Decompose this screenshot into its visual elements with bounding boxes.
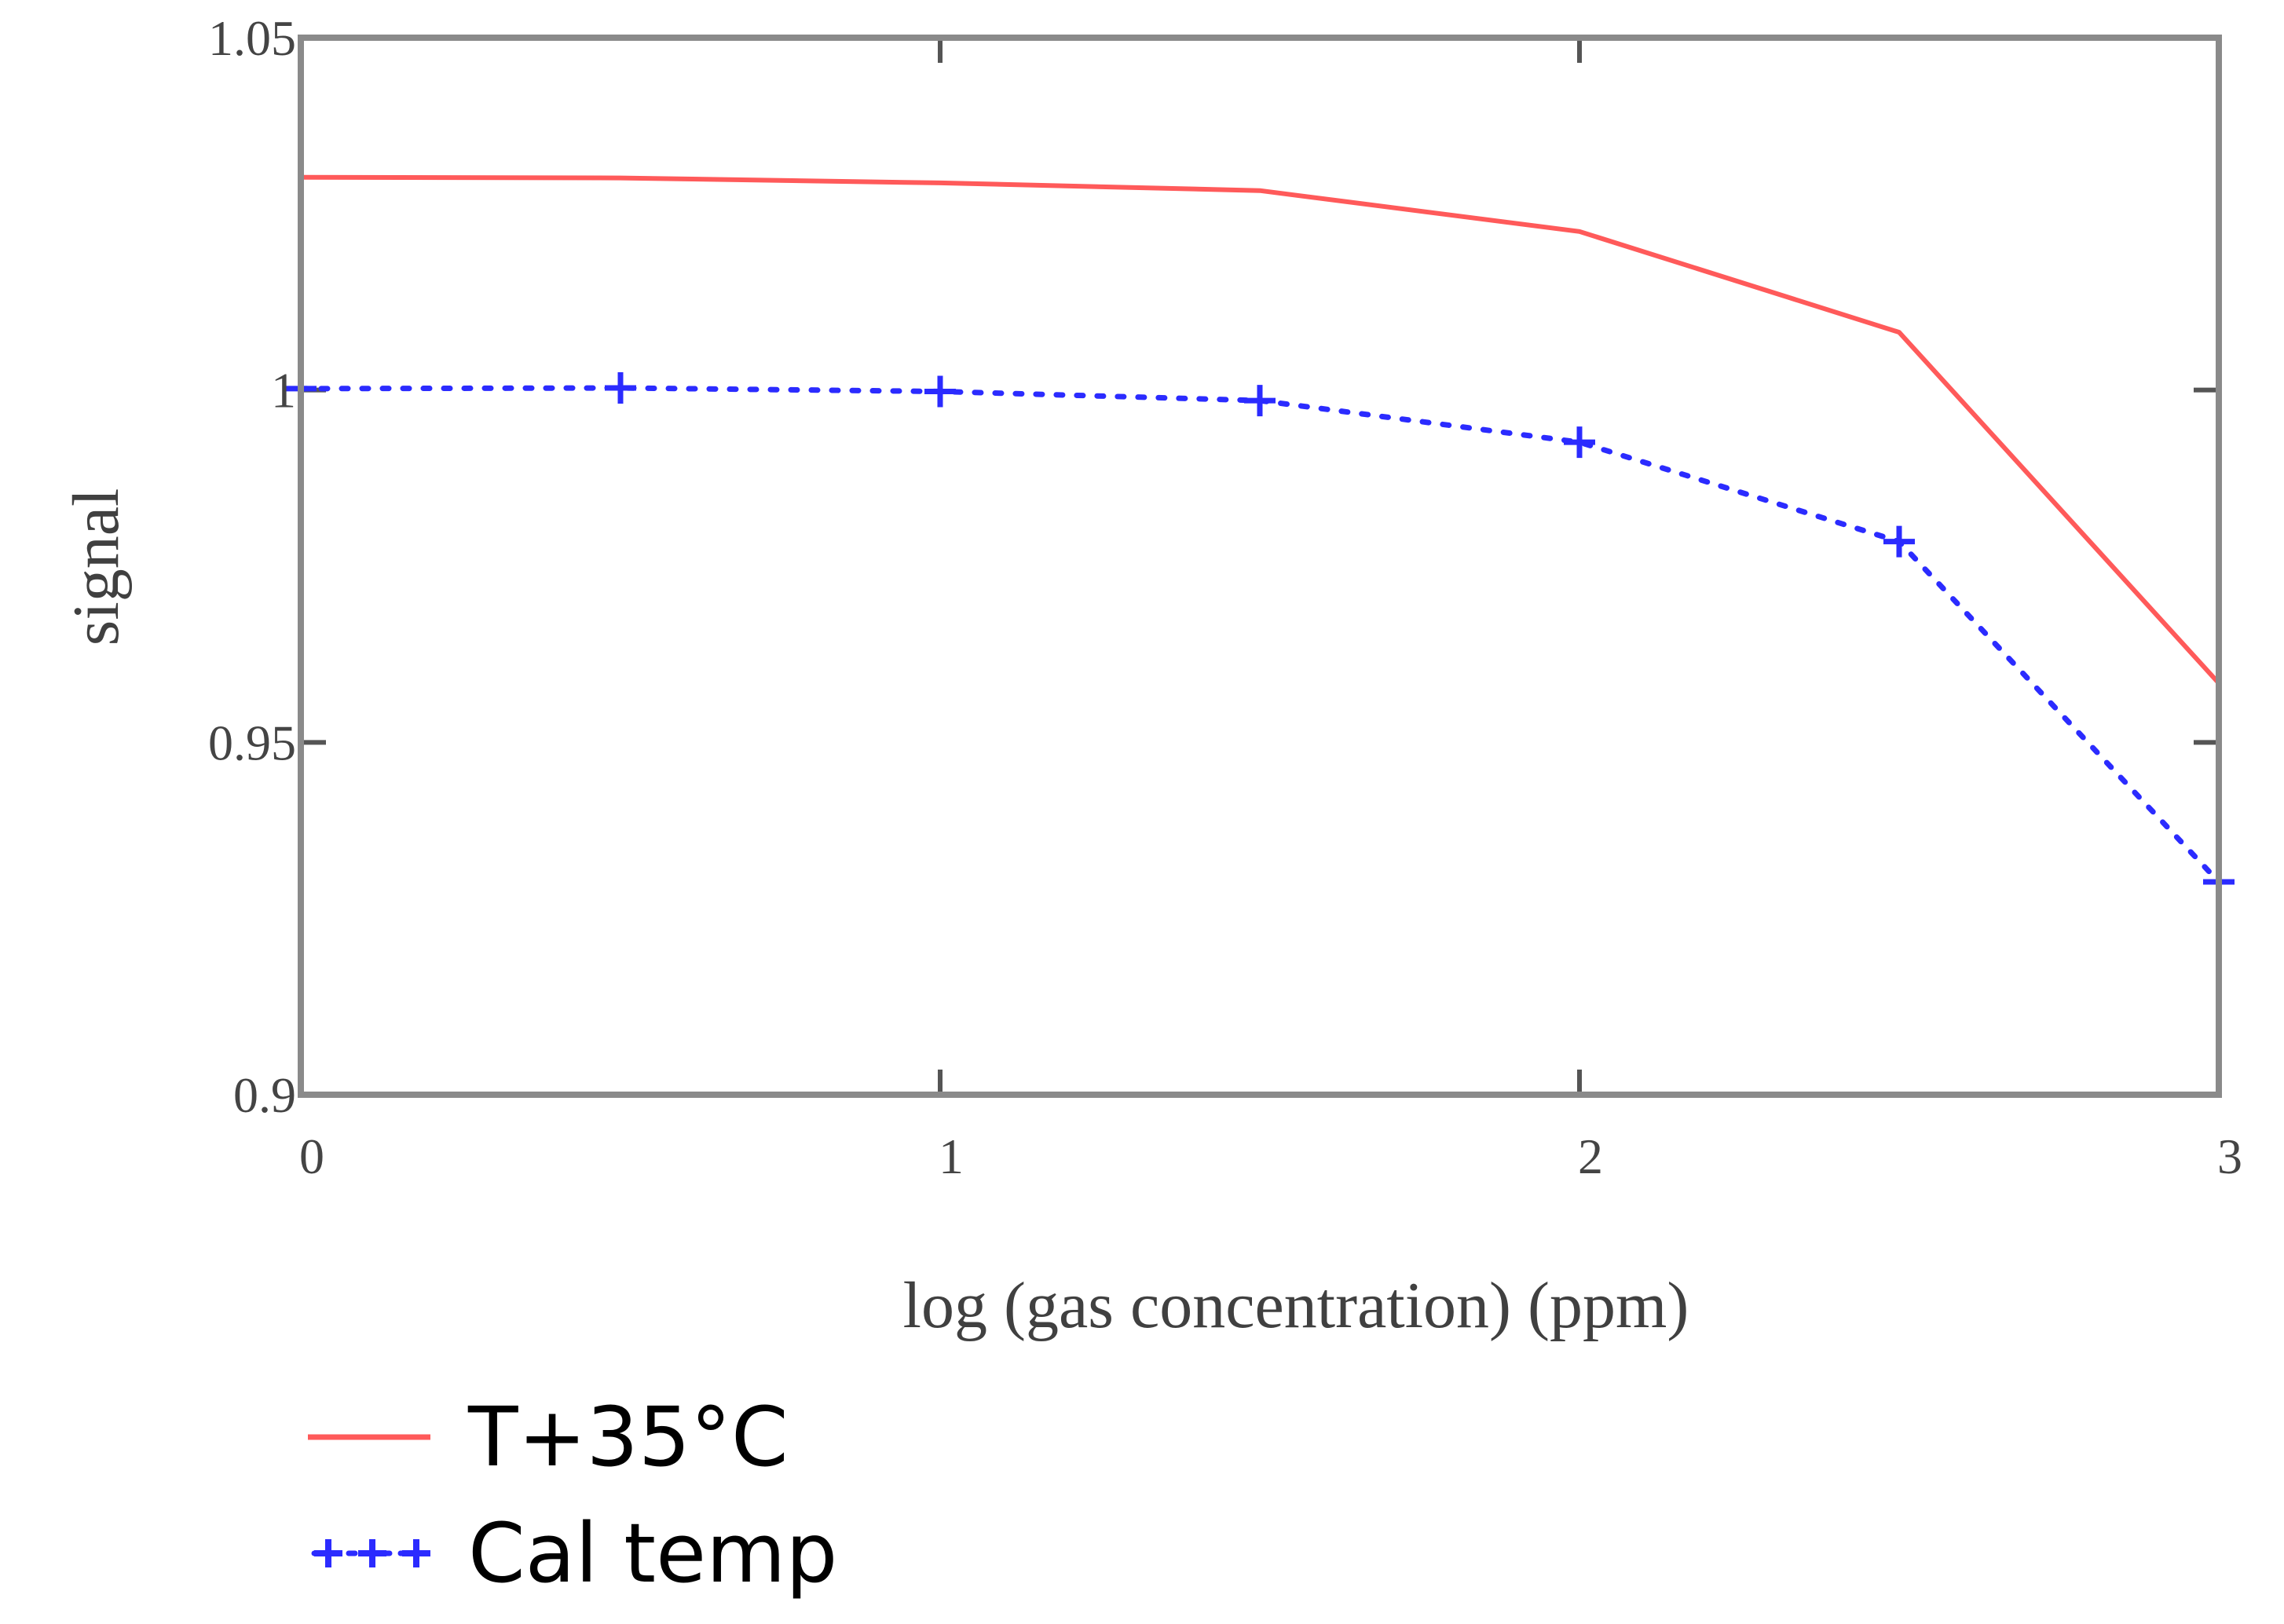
y-tick-label: 0.9: [233, 1067, 296, 1123]
x-tick-label: 0: [299, 1128, 324, 1184]
x-tick-label: 3: [2217, 1128, 2242, 1184]
data-point-marker: [1244, 385, 1276, 417]
y-tick-labels: 0.9 0.95 1 1.05: [208, 10, 296, 1123]
x-tick-label: 2: [1578, 1128, 1603, 1184]
y-tick-label: 1: [271, 363, 296, 419]
legend-item-2: Cal temp: [311, 1505, 837, 1601]
series-line-2: [298, 385, 2222, 885]
data-point-marker: [924, 375, 956, 408]
legend-symbol-plus-markers: [311, 1539, 434, 1567]
legend-item-1: T+35°C: [308, 1389, 789, 1485]
data-point-marker: [1883, 525, 1915, 558]
x-tick-label: 1: [939, 1128, 964, 1184]
legend-label: T+35°C: [467, 1389, 789, 1485]
x-tick-labels: 0 1 2 3: [299, 1128, 2242, 1184]
y-axis-title: signal: [60, 488, 133, 646]
x-axis-title: log (gas concentration) (ppm): [903, 1269, 1689, 1342]
legend-label: Cal temp: [468, 1505, 837, 1601]
y-tick-label: 1.05: [208, 10, 296, 66]
data-point-marker: [1564, 426, 1595, 459]
y-tick-label: 0.95: [208, 715, 296, 770]
series-line-1: [300, 174, 2221, 686]
data-point-marker: [605, 371, 636, 404]
legend: T+35°C Cal temp: [308, 1389, 837, 1601]
plot-frame: [298, 35, 2222, 1098]
tick-marks: [298, 35, 2221, 1097]
series-layer: [285, 174, 2235, 898]
